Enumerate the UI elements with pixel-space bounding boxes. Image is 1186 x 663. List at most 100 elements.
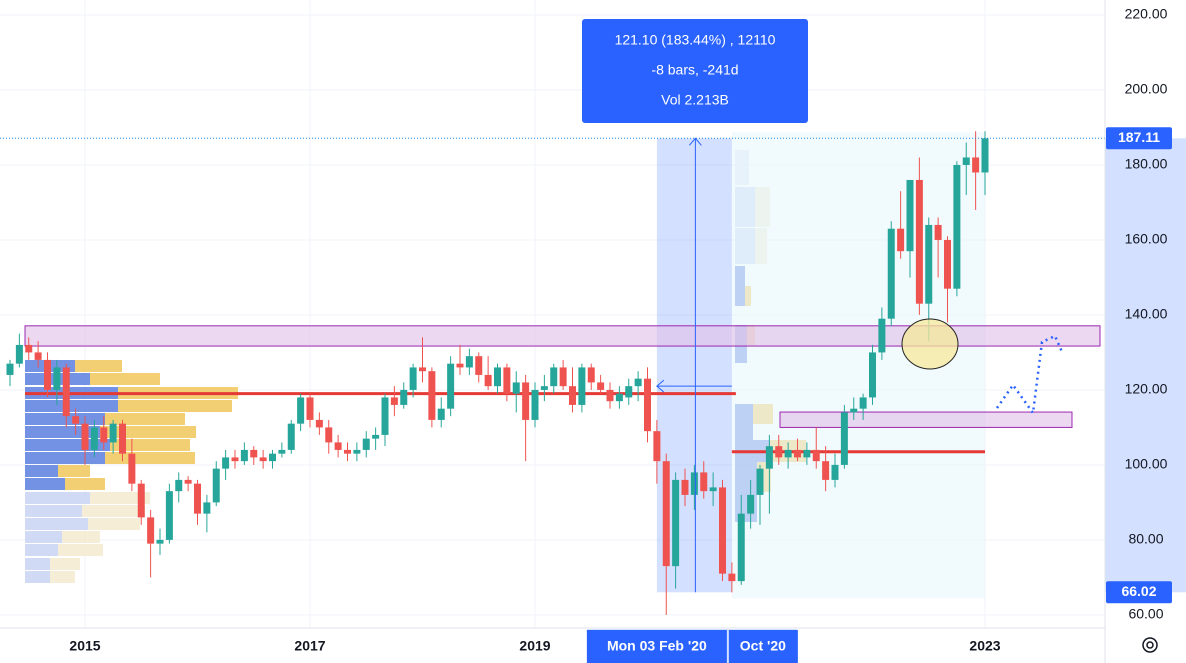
candle-body [878, 318, 886, 353]
volume-profile-bar [25, 400, 118, 412]
candle-body [100, 427, 108, 443]
x-label-box [586, 630, 727, 663]
candle-body [25, 344, 33, 353]
candle-body [456, 363, 464, 368]
candle-body [325, 427, 333, 443]
candle-body [653, 431, 661, 462]
candle-body [587, 367, 595, 383]
price-label: 66.02 [1121, 583, 1156, 599]
volume-profile-bar [58, 465, 90, 477]
price-label-box [1106, 127, 1172, 150]
candle-body [165, 491, 173, 540]
candle-body [822, 461, 830, 480]
volume-profile-bar [25, 478, 65, 490]
candle-body [953, 164, 961, 289]
y-tick-label: 100.00 [1125, 456, 1168, 472]
candle-body [259, 457, 267, 462]
candle-body [559, 367, 567, 387]
measure-arrowhead [656, 379, 665, 393]
candle-body [231, 457, 239, 462]
candle-body [615, 393, 623, 402]
candle-body [72, 416, 80, 424]
candle-body [859, 397, 867, 409]
candle-body [390, 397, 398, 405]
candle-body [700, 472, 708, 492]
candle-body [306, 397, 314, 420]
candle-body [522, 382, 530, 420]
candle-body [756, 468, 764, 495]
candle-body [494, 367, 501, 387]
candle-body [194, 483, 201, 514]
candle-body [540, 386, 548, 390]
candle-body [503, 367, 511, 394]
x-label-box [728, 630, 798, 663]
measure-tooltip-text: Vol 2.213B [661, 92, 729, 108]
candle-body [887, 228, 895, 319]
candle-body [831, 464, 839, 480]
volume-profile-bar [62, 531, 100, 543]
candle-body [765, 446, 773, 469]
volume-profile-bar [90, 373, 160, 385]
measure-tooltip-text: -8 bars, -241d [651, 62, 738, 78]
candle-body [409, 367, 417, 390]
candle-body [981, 138, 989, 173]
price-zone [779, 411, 1073, 428]
volume-profile-bar [25, 544, 58, 556]
y-tick-label: 220.00 [1125, 6, 1168, 22]
settings-gear[interactable] [1142, 637, 1158, 653]
candle-body [147, 517, 155, 544]
candle-body [250, 449, 258, 458]
volume-profile-bar [25, 571, 50, 583]
volume-profile-bar [50, 571, 75, 583]
settings-icon[interactable] [1142, 637, 1158, 653]
price-label-box [1106, 581, 1172, 604]
candle-body [90, 427, 98, 450]
candle-body [278, 449, 286, 454]
highlight-ellipse [901, 318, 959, 370]
candle-body [915, 179, 923, 304]
candle-body [512, 382, 520, 394]
candle-body [550, 367, 558, 387]
candle-body [784, 449, 792, 458]
candle-body [287, 423, 295, 450]
x-range-label: Oct '20 [740, 638, 786, 654]
settings-gear-center[interactable] [1146, 641, 1154, 649]
candle-body [437, 408, 445, 420]
candle-body [6, 363, 14, 375]
measure-arrowhead [688, 137, 702, 146]
candle-body [775, 446, 783, 458]
candle-body [344, 449, 351, 454]
candle-body [869, 352, 876, 398]
volume-profile-bar [25, 452, 105, 464]
volume-profile-bar [90, 492, 150, 504]
volume-profile-bar [25, 505, 82, 517]
x-tick-label: 2019 [519, 638, 550, 654]
candle-body [962, 157, 970, 165]
projection-path [995, 334, 1064, 417]
y-tick-label: 180.00 [1125, 156, 1168, 172]
candle-body [119, 423, 126, 454]
y-tick-label: 80.00 [1128, 531, 1163, 547]
candle-body [15, 344, 23, 364]
candle-body [569, 386, 576, 405]
candle-body [747, 494, 755, 514]
candle-body [184, 479, 192, 484]
y-tick-label: 120.00 [1125, 381, 1168, 397]
candle-body [578, 367, 586, 405]
candle-body [137, 483, 145, 518]
x-tick-label: 2017 [294, 638, 325, 654]
candle-body [925, 224, 933, 304]
candle-body [44, 359, 51, 390]
candle-body [475, 356, 483, 375]
volume-profile-bar [82, 505, 145, 517]
candle-body [381, 397, 389, 435]
measure-tooltip [582, 19, 808, 123]
volume-profile-bar [110, 439, 190, 451]
axis-range [1105, 138, 1186, 593]
candle-body [634, 378, 642, 387]
volume-profile-bar [25, 558, 50, 570]
candle-body [812, 449, 820, 462]
candle-body [269, 453, 276, 462]
volume-profile-bar [50, 558, 80, 570]
